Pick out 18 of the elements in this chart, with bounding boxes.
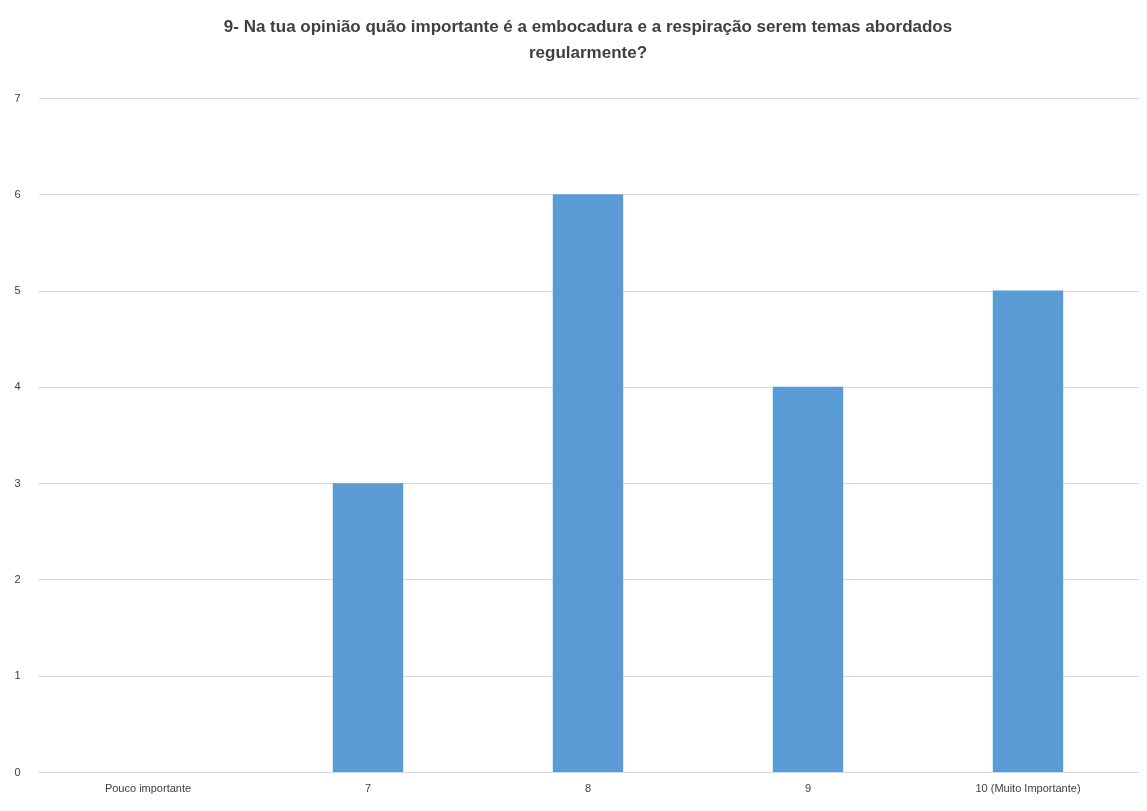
y-tick-label: 7 [14,91,21,104]
y-tick-label: 2 [14,572,21,585]
y-tick-label: 4 [14,380,21,393]
x-tick-label: 8 [584,781,592,794]
y-tick-label: 3 [14,476,21,489]
bar [992,290,1064,772]
y-tick-label: 5 [14,284,21,297]
x-tick-label: 7 [364,781,372,794]
bar [772,386,844,772]
x-tick-label: 10 (Muito Importante) [975,781,1081,794]
bar [552,194,624,772]
y-tick-label: 6 [14,187,21,200]
x-tick-label: 9 [804,781,812,794]
y-tick-label: 0 [14,765,21,778]
chart-title: 9- Na tua opinião quão importante é a embocadura e a respiração serem temas abordados regularmente? [223,17,953,62]
x-tick-label: Pouco importante [104,781,192,794]
y-tick-label: 1 [14,669,21,682]
bar [332,483,404,772]
